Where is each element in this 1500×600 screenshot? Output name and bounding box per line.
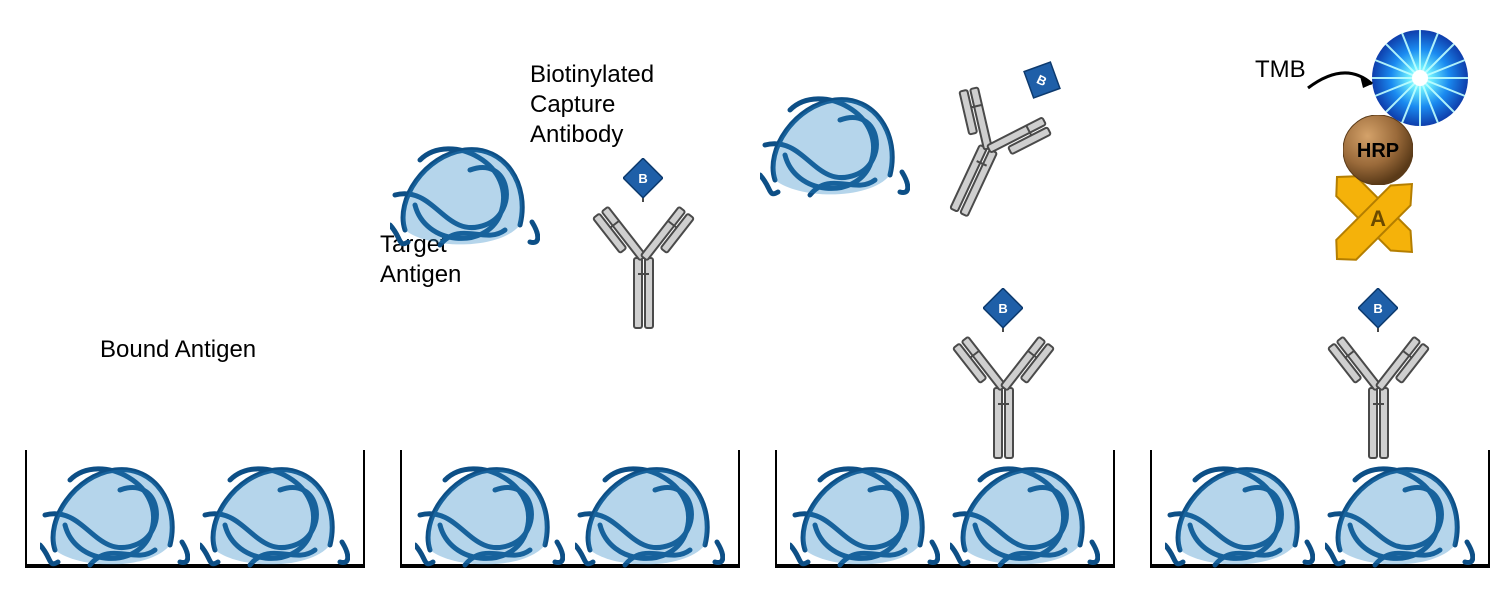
- antigen-icon: [575, 450, 725, 570]
- antibody-icon: [578, 200, 708, 330]
- antigen-icon: [415, 450, 565, 570]
- biotin-icon: [983, 288, 1023, 328]
- antigen-icon: [760, 80, 910, 200]
- antigen-icon: [950, 450, 1100, 570]
- bound-antigen-label: Bound Antigen: [100, 335, 256, 365]
- biotin-icon: [1022, 60, 1062, 100]
- tmb-arrow-icon: [1300, 60, 1380, 110]
- antigen-icon: [790, 450, 940, 570]
- antigen-icon: [1325, 450, 1475, 570]
- antigen-icon: [390, 130, 540, 250]
- biotin-icon: [1358, 288, 1398, 328]
- elisa-diagram: B A HRP: [0, 0, 1500, 600]
- biotin-icon: [623, 158, 663, 198]
- antigen-icon: [40, 450, 190, 570]
- tmb-label: TMB: [1255, 55, 1306, 85]
- antigen-icon: [200, 450, 350, 570]
- antibody-icon: [938, 330, 1068, 460]
- antigen-icon: [1165, 450, 1315, 570]
- tmb-icon: [1372, 30, 1468, 126]
- biotinylated-antibody-label: Biotinylated Capture Antibody: [530, 60, 654, 150]
- antibody-icon: [1313, 330, 1443, 460]
